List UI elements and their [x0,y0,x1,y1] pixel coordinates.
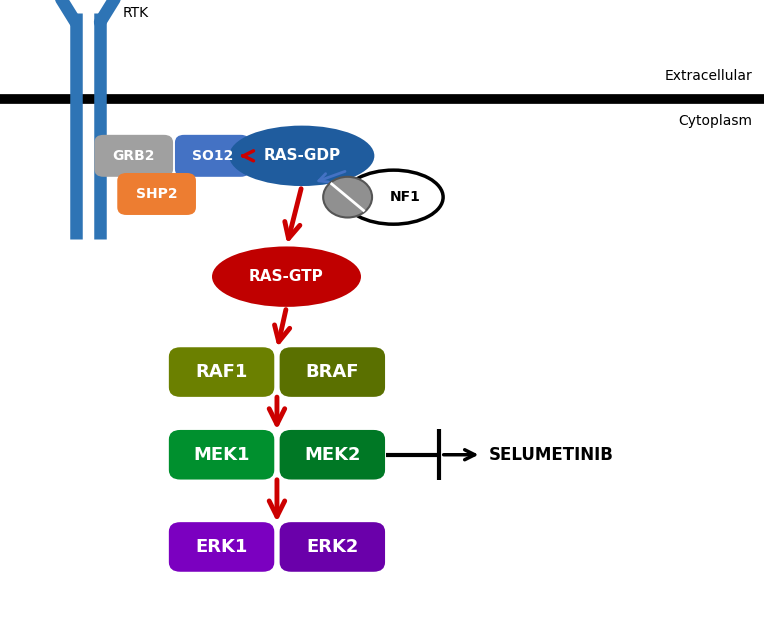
Text: SELUMETINIB: SELUMETINIB [489,446,613,464]
Text: RTK: RTK [122,6,148,20]
FancyBboxPatch shape [95,135,173,177]
Ellipse shape [212,247,361,307]
Text: MEK2: MEK2 [304,446,361,464]
Text: Extracellular: Extracellular [665,69,753,83]
Ellipse shape [344,170,443,225]
Text: Cytoplasm: Cytoplasm [678,114,753,128]
Text: NF1: NF1 [390,190,420,204]
FancyBboxPatch shape [175,135,250,177]
FancyBboxPatch shape [169,347,274,397]
FancyBboxPatch shape [169,430,274,480]
Text: GRB2: GRB2 [112,149,155,163]
FancyBboxPatch shape [280,522,385,572]
Text: SO12: SO12 [192,149,233,163]
Text: MEK1: MEK1 [193,446,250,464]
FancyBboxPatch shape [280,347,385,397]
Text: RAS-GTP: RAS-GTP [249,269,324,284]
Ellipse shape [229,126,374,186]
FancyBboxPatch shape [117,173,196,215]
Text: ERK2: ERK2 [306,538,358,556]
FancyBboxPatch shape [280,430,385,480]
Text: ERK1: ERK1 [196,538,248,556]
Text: RAF1: RAF1 [196,363,248,381]
Text: BRAF: BRAF [306,363,359,381]
Text: RAS-GDP: RAS-GDP [264,148,340,163]
Ellipse shape [323,177,372,218]
FancyBboxPatch shape [169,522,274,572]
Text: SHP2: SHP2 [136,187,177,201]
